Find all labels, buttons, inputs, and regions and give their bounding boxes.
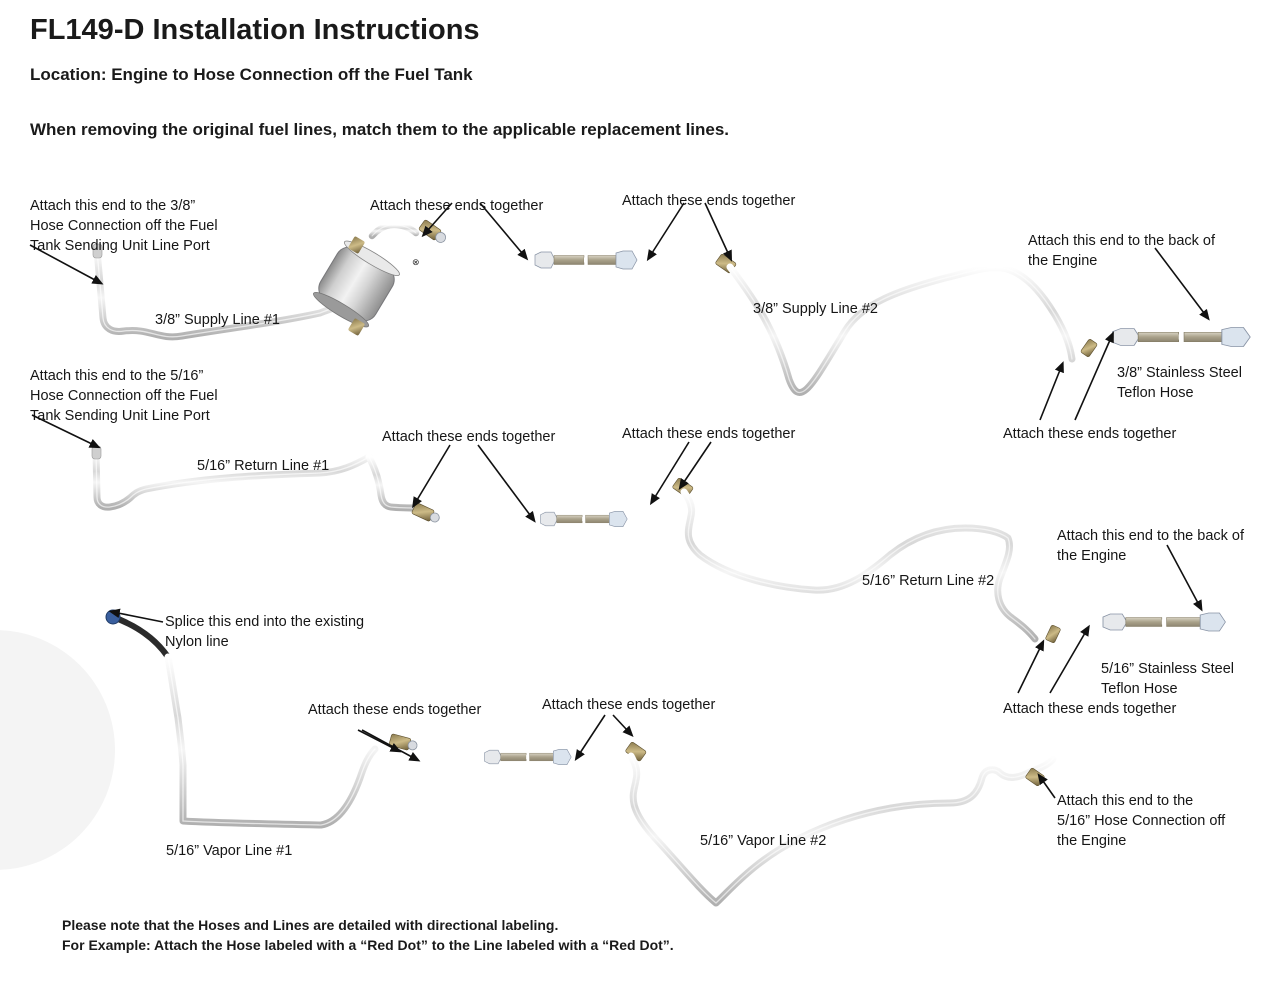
svg-text:Attach this end to the 5/16”: Attach this end to the 5/16” [30,368,203,384]
svg-text:Attach this end to the back of: Attach this end to the back of [1057,528,1245,544]
svg-text:3/8” Supply Line #1: 3/8” Supply Line #1 [155,312,280,328]
svg-text:the Engine: the Engine [1057,833,1126,849]
svg-text:Attach these ends together: Attach these ends together [622,426,795,442]
svg-text:⊗: ⊗ [412,257,420,267]
svg-text:5/16” Stainless Steel: 5/16” Stainless Steel [1101,661,1234,677]
svg-text:Attach these ends together: Attach these ends together [382,429,555,445]
svg-text:3/8” Supply Line #2: 3/8” Supply Line #2 [753,301,878,317]
svg-text:3/8” Stainless Steel: 3/8” Stainless Steel [1117,365,1242,381]
svg-text:the Engine: the Engine [1028,253,1097,269]
svg-text:Nylon line: Nylon line [165,634,229,650]
svg-text:Teflon Hose: Teflon Hose [1117,385,1194,401]
svg-text:Attach these ends together: Attach these ends together [1003,426,1176,442]
svg-text:Attach this end to the: Attach this end to the [1057,793,1193,809]
svg-text:5/16” Return Line #1: 5/16” Return Line #1 [197,458,329,474]
svg-text:Tank Sending Unit Line Port: Tank Sending Unit Line Port [30,408,210,424]
svg-text:5/16” Vapor Line #2: 5/16” Vapor Line #2 [700,833,826,849]
svg-text:Attach this end to the back of: Attach this end to the back of [1028,233,1216,249]
svg-text:Tank Sending Unit Line Port: Tank Sending Unit Line Port [30,238,210,254]
svg-text:Attach these ends together: Attach these ends together [542,697,715,713]
svg-text:the Engine: the Engine [1057,548,1126,564]
svg-text:Splice this end into the exist: Splice this end into the existing [165,614,364,630]
svg-text:Hose Connection off the Fuel: Hose Connection off the Fuel [30,388,218,404]
svg-text:Attach these ends together: Attach these ends together [1003,701,1176,717]
svg-text:Teflon Hose: Teflon Hose [1101,681,1178,697]
svg-text:Hose Connection off the Fuel: Hose Connection off the Fuel [30,218,218,234]
svg-text:Attach these ends together: Attach these ends together [308,702,481,718]
svg-text:5/16” Hose Connection off: 5/16” Hose Connection off [1057,813,1226,829]
svg-text:5/16” Return Line #2: 5/16” Return Line #2 [862,573,994,589]
svg-text:Attach these ends together: Attach these ends together [370,198,543,214]
svg-text:Attach this end to the 3/8”: Attach this end to the 3/8” [30,198,195,214]
svg-text:5/16” Vapor Line #1: 5/16” Vapor Line #1 [166,843,292,859]
svg-text:Attach these ends together: Attach these ends together [622,193,795,209]
